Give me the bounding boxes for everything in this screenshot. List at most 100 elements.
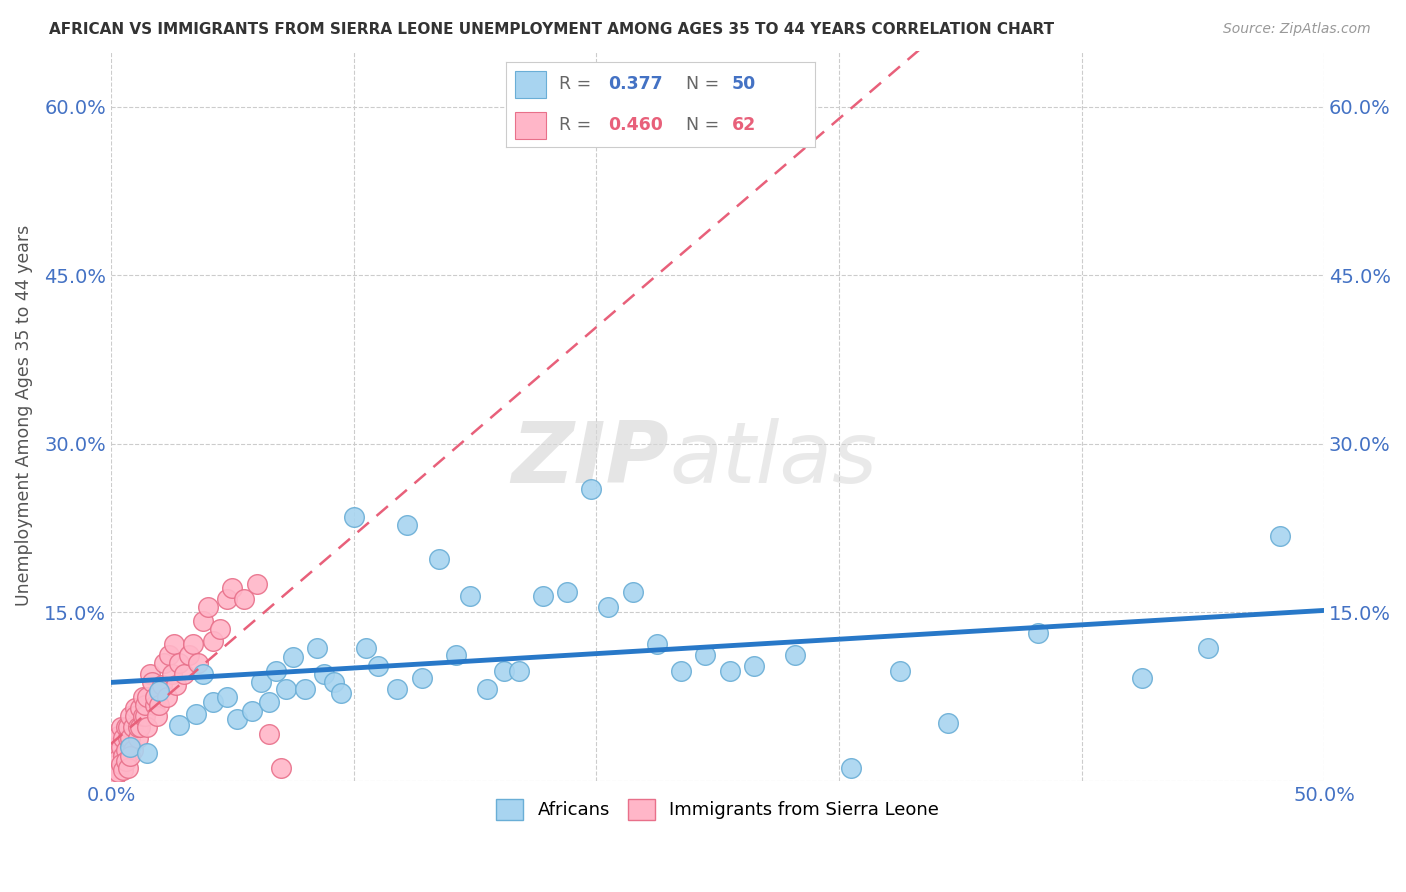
Text: atlas: atlas [669,418,877,501]
Point [139,667,162,681]
Point [167,718,190,732]
Point [120,740,142,755]
Point [257,695,280,709]
Point [184,706,207,721]
Point [1197,641,1219,656]
Point [143,690,166,704]
Point [250,675,273,690]
Point [201,633,224,648]
Point [110,740,132,755]
Text: AFRICAN VS IMMIGRANTS FROM SIERRA LEONE UNEMPLOYMENT AMONG AGES 35 TO 44 YEARS C: AFRICAN VS IMMIGRANTS FROM SIERRA LEONE … [49,22,1054,37]
Point [598,599,620,614]
Point [107,729,129,743]
Point [120,731,142,746]
Point [173,667,195,681]
Point [342,510,364,524]
Point [104,768,127,782]
Point [134,698,156,712]
Point [217,591,239,606]
Text: 0.377: 0.377 [609,76,662,94]
Point [141,675,163,690]
Point [718,664,741,678]
Point [107,751,129,765]
Text: R =: R = [558,116,596,134]
Point [163,637,186,651]
Point [104,740,127,755]
Point [117,731,139,746]
Point [367,659,389,673]
Point [160,667,183,681]
Point [107,764,129,779]
Point [136,746,159,760]
Point [121,720,143,734]
Text: 0.460: 0.460 [609,116,664,134]
Point [197,599,219,614]
Point [581,482,603,496]
Point [110,720,132,734]
Point [131,690,153,704]
Point [183,637,205,651]
Point [475,681,498,696]
Point [621,585,644,599]
Text: 62: 62 [733,116,756,134]
Point [134,708,156,723]
Point [240,704,263,718]
Point [314,667,336,681]
Point [307,641,329,656]
Y-axis label: Unemployment Among Ages 35 to 44 years: Unemployment Among Ages 35 to 44 years [15,225,32,607]
Point [157,648,180,662]
Point [1270,529,1292,543]
Point [112,749,135,764]
Point [270,760,292,774]
Point [645,637,668,651]
Point [444,648,467,662]
Point [114,742,136,756]
Point [193,667,215,681]
Point [201,695,224,709]
Point [124,701,146,715]
Point [124,708,146,723]
Point [839,760,862,774]
Point [114,720,136,734]
Point [669,664,692,678]
Text: N =: N = [686,116,724,134]
Point [112,731,135,746]
Point [221,581,243,595]
Point [217,690,239,704]
Point [387,681,409,696]
Legend: Africans, Immigrants from Sierra Leone: Africans, Immigrants from Sierra Leone [489,791,946,827]
Point [323,675,346,690]
Point [264,664,287,678]
Point [187,656,209,670]
Point [117,760,139,774]
Point [112,763,135,777]
Point [936,715,959,730]
Point [411,671,433,685]
Point [129,720,152,734]
Point [136,690,159,704]
Point [742,659,765,673]
Point [167,656,190,670]
Point [695,648,717,662]
Point [785,648,807,662]
Point [226,712,249,726]
Point [120,749,142,764]
Point [531,589,554,603]
Point [110,757,132,772]
Point [193,615,215,629]
Point [120,708,142,723]
FancyBboxPatch shape [516,112,547,139]
Point [294,681,316,696]
Point [555,585,578,599]
Point [177,648,200,662]
Text: R =: R = [558,76,596,94]
Point [354,641,377,656]
Point [274,681,297,696]
Point [136,720,159,734]
Point [281,650,304,665]
Point [508,664,530,678]
Point [166,678,188,692]
Point [127,720,149,734]
Point [458,589,481,603]
Point [148,684,170,698]
